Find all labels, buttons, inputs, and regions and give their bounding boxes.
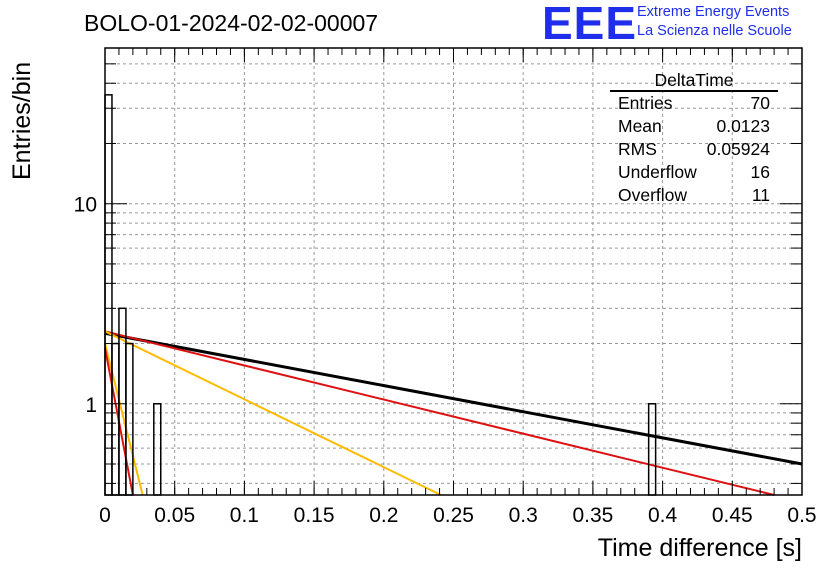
fit-curve [104, 330, 442, 496]
run-title: BOLO-01-2024-02-02-00007 [84, 10, 379, 36]
axis-ticks [104, 47, 803, 495]
x-tick-labels: 0 0.05 0.1 0.15 0.2 0.25 0.3 0.35 0.4 0.45 0.5 [99, 504, 816, 527]
stats-box: DeltaTime Entries 70 Mean 0.0123 RMS 0.05924 U… [610, 70, 778, 207]
x-tick-label: 0.1 [230, 504, 259, 527]
stats-value: 70 [750, 93, 770, 113]
stats-title: DeltaTime [610, 70, 778, 92]
x-tick-label: 0.35 [572, 504, 613, 527]
y-tick-labels: 1 10 [74, 194, 97, 417]
stats-row: Mean 0.0123 [610, 115, 778, 138]
stats-row: Entries 70 [610, 92, 778, 115]
stats-value: 0.0123 [716, 116, 770, 136]
histogram-bar [153, 403, 162, 496]
x-tick-label: 0.25 [433, 504, 474, 527]
stats-row: Overflow 11 [610, 184, 778, 207]
x-tick-label: 0 [99, 504, 111, 527]
x-tick-label: 0.5 [787, 504, 816, 527]
stats-label: Underflow [618, 162, 697, 182]
x-tick-label: 0.45 [712, 504, 753, 527]
stats-row: Underflow 16 [610, 161, 778, 184]
stats-row: RMS 0.05924 [610, 138, 778, 161]
fit-curve [104, 330, 775, 496]
logo-caption: Extreme Energy Events La Scienza nelle S… [637, 3, 792, 41]
x-axis-label: Time difference [s] [597, 534, 802, 562]
fit-curve [104, 343, 144, 496]
stats-label: Entries [618, 93, 673, 113]
logo-caption-line2: La Scienza nelle Scuole [637, 23, 792, 39]
y-axis-label: Entries/bin [8, 61, 36, 180]
logo-caption-line1: Extreme Energy Events [637, 4, 790, 20]
histogram-bar [647, 403, 657, 496]
stats-value: 11 [751, 185, 770, 205]
x-tick-label: 0.3 [509, 504, 538, 527]
stats-value: 16 [750, 162, 770, 182]
x-tick-label: 0.2 [369, 504, 398, 527]
eee-logo: EEE [542, 0, 638, 49]
x-tick-label: 0.05 [154, 504, 195, 527]
stats-label: Mean [618, 116, 662, 136]
stats-label: Overflow [618, 185, 688, 205]
stats-label: RMS [618, 139, 657, 159]
x-tick-label: 0.15 [294, 504, 335, 527]
fit-curve [104, 331, 803, 466]
y-tick-label: 1 [85, 394, 97, 417]
y-tick-label: 10 [74, 194, 97, 217]
x-tick-label: 0.4 [648, 504, 678, 527]
stats-value: 0.05924 [706, 139, 770, 159]
